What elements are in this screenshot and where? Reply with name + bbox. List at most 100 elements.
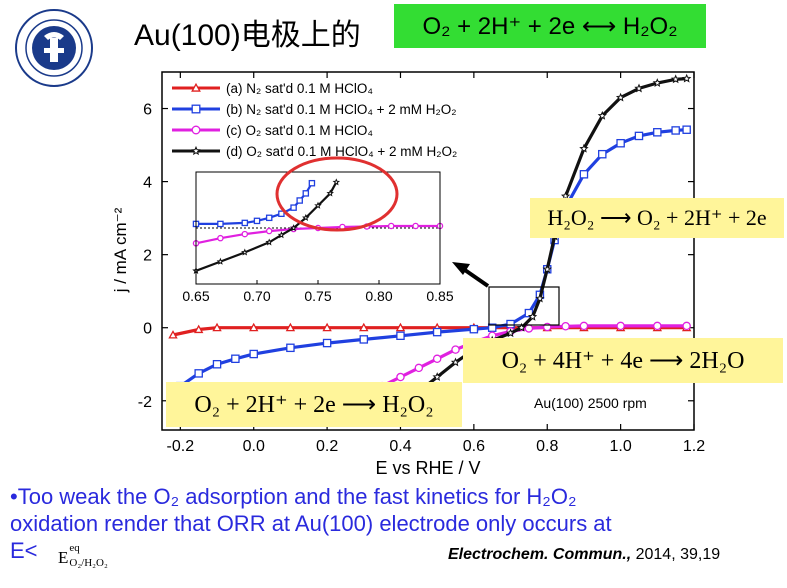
legend-marker	[191, 125, 201, 135]
page-title: Au(100)电极上的	[134, 19, 361, 52]
data-point	[634, 83, 644, 93]
y-tick-label: 4	[143, 175, 152, 192]
inset-data-point	[277, 231, 286, 239]
inset-x-tick-label: 0.65	[182, 288, 209, 304]
highlight-circle	[275, 156, 399, 232]
y-tick-label: 0	[143, 321, 152, 338]
inset-data-point	[289, 224, 298, 232]
inset-data-point	[217, 234, 224, 242]
legend-label: (b) N₂ sat'd 0.1 M HClO₄ + 2 mM H₂O₂	[226, 102, 456, 117]
data-point	[682, 321, 691, 331]
x-tick-label: 0.8	[536, 438, 558, 455]
inset-data-point	[296, 197, 303, 204]
data-point	[653, 128, 662, 137]
symbol-sub: O₂/H₂O₂	[69, 557, 108, 569]
data-point	[681, 73, 692, 83]
data-point	[212, 359, 222, 369]
data-point	[231, 354, 240, 364]
inset-data-point	[241, 219, 249, 227]
legend-label: (a) N₂ sat'd 0.1 M HClO₄	[226, 81, 373, 96]
inset-data-point	[241, 230, 249, 238]
legend-label: (d) O₂ sat'd 0.1 M HClO₄ + 2 mM H₂O₂	[226, 144, 457, 159]
title-equation: O₂ + 2H⁺ + 2e ⟷ H₂O₂	[422, 12, 678, 40]
inset-data-point	[265, 214, 273, 222]
legend-marker	[191, 104, 201, 114]
inset-data-point	[265, 238, 273, 246]
data-point	[322, 322, 332, 332]
x-tick-label: 1.0	[609, 438, 631, 455]
legend-label: (c) O₂ sat'd 0.1 M HClO₄	[226, 123, 373, 138]
inset-data-point	[314, 201, 322, 209]
university-logo	[15, 9, 93, 87]
data-point	[653, 321, 662, 331]
data-point	[598, 149, 607, 159]
data-point	[249, 322, 259, 332]
data-point	[670, 74, 681, 84]
conclusion-line-2: oxidation render that ORR at Au(100) ele…	[10, 511, 612, 536]
data-point	[579, 170, 589, 179]
inset-data-point	[217, 220, 224, 228]
series-line	[406, 77, 687, 403]
data-point	[194, 369, 203, 378]
y-tick-label: 2	[143, 248, 152, 265]
inset-data-point	[290, 204, 297, 211]
inset-data-point	[302, 190, 310, 197]
x-tick-label: -0.2	[167, 438, 195, 455]
data-point	[249, 349, 258, 359]
data-point	[506, 319, 515, 329]
inset-data-point	[332, 178, 341, 186]
inset-x-tick-label: 0.70	[243, 288, 270, 304]
data-point	[451, 345, 460, 354]
legend-entry-b: (b) N₂ sat'd 0.1 M HClO₄ + 2 mM H₂O₂	[172, 102, 456, 117]
data-point	[652, 78, 662, 87]
reference: Electrochem. Commun., 2014, 39,19	[448, 546, 720, 564]
inset-data-point	[278, 210, 285, 217]
data-point	[359, 322, 369, 332]
chart-annotation: Au(100) 2500 rpm	[534, 395, 647, 411]
zoom-arrow	[460, 266, 490, 288]
data-point	[579, 143, 589, 153]
data-point	[469, 324, 479, 334]
inset-x-tick-label: 0.85	[426, 288, 453, 304]
data-point	[615, 92, 626, 102]
data-point	[395, 322, 406, 332]
y-axis-label: j / mA cm⁻²	[111, 207, 130, 293]
inset-series-line	[196, 182, 313, 225]
reference-details: 2014, 39,19	[631, 546, 721, 563]
inset-data-point	[302, 213, 310, 221]
inset-x-tick-label: 0.80	[365, 288, 392, 304]
data-point	[671, 126, 680, 135]
data-point	[193, 324, 204, 334]
data-point	[634, 131, 644, 141]
data-point	[682, 125, 691, 134]
x-tick-label: 0.4	[389, 438, 411, 455]
data-point	[168, 330, 178, 339]
data-point	[505, 328, 516, 338]
data-point	[616, 321, 625, 331]
four-electron-equation: O₂ + 4H⁺ + 4e ⟶ 2H₂O	[501, 348, 745, 374]
inset-data-point	[241, 248, 249, 256]
legend-entry-c: (c) O₂ sat'd 0.1 M HClO₄	[172, 123, 373, 138]
symbol-sup: eq	[69, 542, 80, 554]
conclusion-line-3: E<	[10, 538, 38, 563]
data-point	[432, 354, 442, 364]
data-point	[322, 338, 332, 348]
data-point	[516, 322, 527, 332]
inset-data-point	[265, 227, 273, 235]
inset-data-point	[216, 257, 225, 265]
oxidation-equation-box: H₂O₂ ⟶ O₂ + 2H⁺ + 2e	[530, 198, 784, 238]
data-point	[396, 331, 405, 341]
four-electron-equation-box: O₂ + 4H⁺ + 4e ⟶ 2H₂O	[463, 338, 783, 383]
data-point	[432, 327, 442, 337]
conclusion-text: •Too weak the O₂ adsorption and the fast…	[10, 483, 780, 564]
data-point	[524, 324, 534, 333]
data-point	[616, 138, 625, 148]
symbol-main: E	[58, 548, 69, 567]
data-point	[487, 323, 497, 332]
inset-data-point	[412, 222, 419, 230]
data-point	[396, 372, 405, 382]
data-point	[285, 322, 296, 332]
inset-data-point	[387, 222, 395, 230]
inset-x-tick-label: 0.75	[304, 288, 331, 304]
